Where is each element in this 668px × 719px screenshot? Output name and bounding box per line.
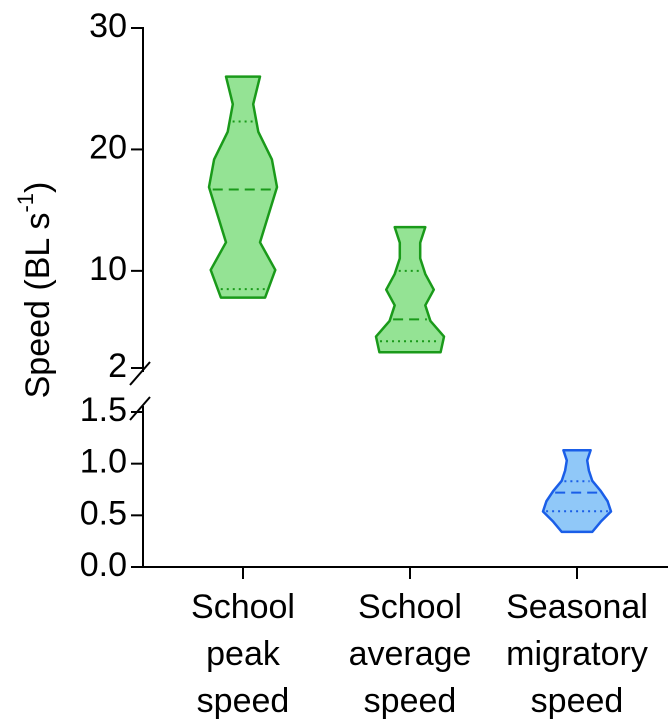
x-tick-label: Seasonal xyxy=(506,588,648,626)
violin xyxy=(541,448,613,534)
y-axis-label: Speed (BL s-1) xyxy=(13,182,57,399)
x-tick-label: peak xyxy=(206,635,281,673)
y-label-text: ) xyxy=(19,182,57,193)
axis-break xyxy=(129,361,151,386)
violin xyxy=(374,225,446,354)
y-tick-label: 0.0 xyxy=(80,546,127,584)
axis-break xyxy=(129,396,151,421)
x-tick-label: average xyxy=(349,635,472,673)
x-tick-label: School xyxy=(358,588,462,626)
y-label-sup: -1 xyxy=(13,193,38,213)
x-tick-label: speed xyxy=(531,682,624,719)
y-tick-label: 1.0 xyxy=(80,443,127,481)
x-tick-label: speed xyxy=(364,682,457,719)
y-tick-label: 0.5 xyxy=(80,494,127,532)
y-tick-label: 2 xyxy=(108,347,127,385)
y-tick-label: 10 xyxy=(89,250,127,288)
y-tick-label: 1.5 xyxy=(80,391,127,429)
y-tick-label: 30 xyxy=(89,7,127,45)
x-tick-label: speed xyxy=(197,682,290,719)
x-tick-label: migratory xyxy=(506,635,648,673)
y-tick-label: 20 xyxy=(89,128,127,166)
violin xyxy=(207,75,279,299)
y-label-text: Speed (BL s xyxy=(19,213,57,399)
x-tick-label: School xyxy=(191,588,295,626)
